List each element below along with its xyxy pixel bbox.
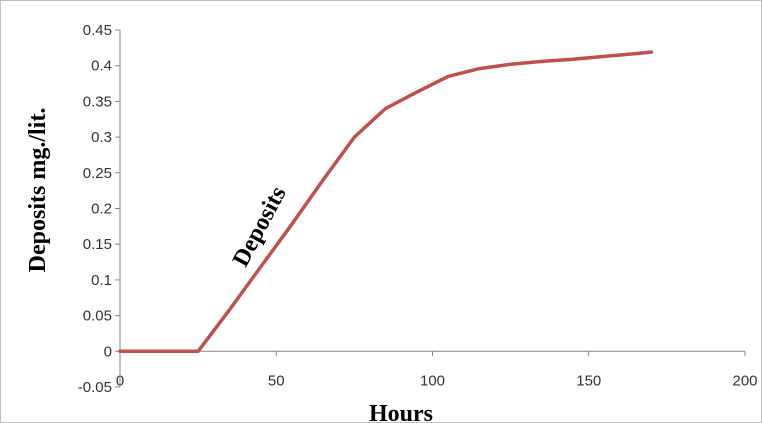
y-tick-label: -0.05	[78, 379, 112, 396]
y-tick-marks	[115, 29, 120, 388]
y-tick-label: 0.35	[83, 93, 112, 110]
y-axis-title: Deposits mg./lit.	[25, 108, 51, 273]
y-tick-label: 0.1	[91, 272, 112, 289]
y-tick-label: 0.45	[83, 22, 112, 39]
y-tick-label: 0.25	[83, 165, 112, 182]
x-tick-label: 150	[576, 372, 601, 389]
deposits-series-line	[118, 50, 654, 354]
y-tick-label: 0.2	[91, 201, 112, 218]
y-tick-labels: -0.05 0 0.05 0.1 0.15 0.2 0.25 0.3 0.35 0.4 0.45	[78, 22, 112, 396]
x-tick-label: 100	[420, 372, 445, 389]
x-axis-title: Hours	[369, 401, 433, 423]
x-tick-marks	[119, 351, 746, 357]
y-tick-label: 0.3	[91, 129, 112, 146]
x-tick-labels: 0 50 100 150 200	[116, 372, 758, 389]
deposits-annotation: Deposits	[228, 182, 292, 271]
x-tick-label: 50	[268, 372, 285, 389]
x-tick-label: 200	[732, 372, 757, 389]
y-tick-label: 0	[104, 343, 112, 360]
y-tick-label: 0.4	[91, 58, 112, 75]
y-tick-label: 0.05	[83, 308, 112, 325]
y-tick-label: 0.15	[83, 236, 112, 253]
